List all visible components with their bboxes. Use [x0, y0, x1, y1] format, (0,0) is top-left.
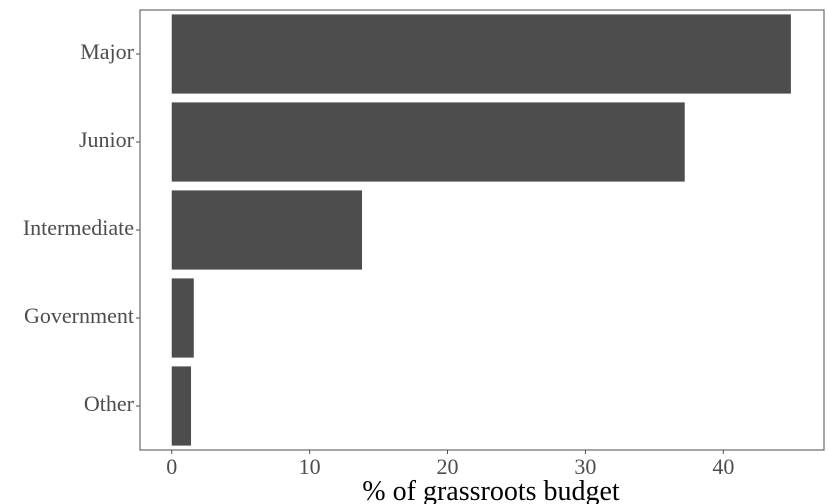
- bar-junior: [171, 102, 685, 182]
- x-tick-label: 30: [574, 454, 596, 479]
- y-axis: Major Junior Intermediate Government Other: [23, 39, 140, 416]
- y-tick-label: Junior: [79, 127, 135, 152]
- bar-intermediate: [171, 190, 363, 270]
- x-axis: 0 10 20 30 40: [166, 450, 734, 479]
- bars-group: [171, 14, 791, 446]
- bar-major: [171, 14, 791, 94]
- x-axis-title: % of grassroots budget: [362, 476, 620, 504]
- y-tick-label: Major: [80, 39, 134, 64]
- y-tick-label: Government: [24, 303, 134, 328]
- bar-government: [171, 278, 194, 358]
- x-tick-label: 20: [437, 454, 459, 479]
- y-tick-label: Other: [84, 391, 135, 416]
- x-tick-label: 40: [712, 454, 734, 479]
- x-tick-label: 0: [166, 454, 177, 479]
- bar-other: [171, 366, 192, 446]
- y-tick-label: Intermediate: [23, 215, 134, 240]
- x-tick-label: 10: [299, 454, 321, 479]
